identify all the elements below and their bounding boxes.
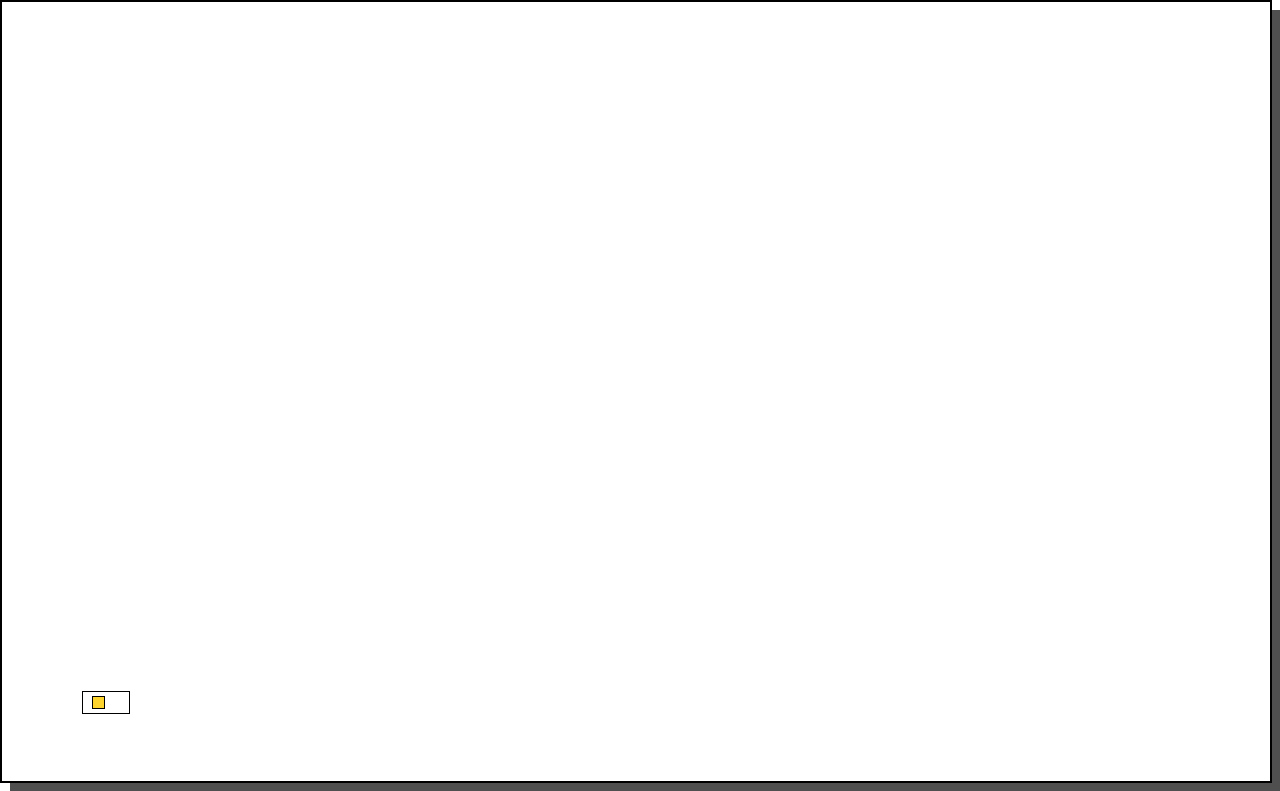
- frame-shadow-bottom: [10, 783, 1280, 791]
- legend-swatch-icon: [92, 696, 105, 709]
- legend: [82, 691, 130, 714]
- frame-shadow-right: [1272, 10, 1280, 783]
